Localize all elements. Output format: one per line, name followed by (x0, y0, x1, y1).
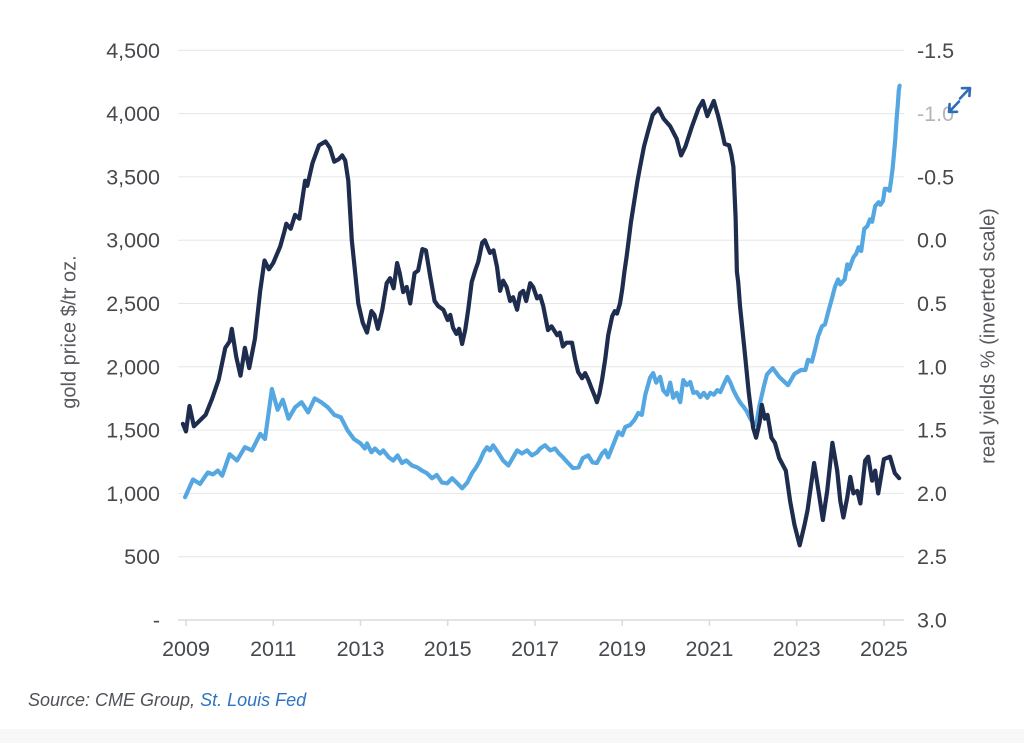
x-tick-label: 2025 (860, 637, 908, 661)
right-tick-label: 1.0 (917, 355, 947, 379)
x-tick-label: 2011 (250, 637, 296, 661)
source-text: Source: CME Group, (28, 690, 201, 710)
left-tick-label: 4,500 (106, 39, 160, 63)
right-tick-label: -1.5 (917, 39, 954, 63)
right-tick-label: 0.0 (917, 229, 947, 253)
left-tick-label: - (153, 609, 160, 633)
right-axis-ticks: -1.5 -1.0 -0.5 0.0 0.5 1.0 1.5 2.0 2.5 3.0 (917, 39, 954, 633)
left-tick-label: 500 (124, 545, 160, 569)
left-tick-label: 2,500 (106, 292, 160, 316)
x-tick-label: 2021 (685, 637, 733, 661)
left-axis-title: gold price $/tr oz. (58, 255, 81, 409)
x-axis-labels: 2009 2011 2013 2015 2017 2019 2021 2023 2025 (162, 637, 908, 661)
x-axis-ticks (185, 620, 885, 626)
right-tick-label: 0.5 (917, 292, 947, 316)
left-tick-label: 1,500 (106, 419, 160, 443)
x-tick-label: 2019 (598, 637, 646, 661)
x-tick-label: 2023 (773, 637, 821, 661)
expand-arrows-icon[interactable] (947, 86, 972, 114)
right-tick-label: 1.5 (917, 419, 947, 443)
left-tick-label: 4,000 (106, 102, 160, 126)
source-note: Source: CME Group, St. Louis Fed (28, 690, 306, 711)
left-axis-ticks: 4,500 4,000 3,500 3,000 2,500 2,000 1,500 1,000… (106, 39, 160, 633)
gold-price-line (183, 83, 902, 500)
right-tick-label: 3.0 (917, 609, 947, 633)
right-tick-label: -1.0 (917, 102, 954, 126)
real-yields-line (180, 98, 902, 548)
x-tick-label: 2017 (511, 637, 559, 661)
x-tick-label: 2009 (162, 637, 210, 661)
x-tick-label: 2015 (424, 637, 472, 661)
footer-bar (0, 729, 1024, 743)
left-tick-label: 3,500 (106, 165, 160, 189)
right-axis-title: real yields % (inverted scale) (977, 208, 1000, 464)
right-tick-label: 2.0 (917, 482, 947, 506)
left-tick-label: 2,000 (106, 355, 160, 379)
left-tick-label: 1,000 (106, 482, 160, 506)
series-lines (180, 83, 902, 548)
left-tick-label: 3,000 (106, 229, 160, 253)
source-link[interactable]: St. Louis Fed (200, 690, 307, 710)
right-tick-label: -0.5 (917, 165, 954, 189)
right-tick-label: 2.5 (917, 545, 947, 569)
x-tick-label: 2013 (337, 637, 385, 661)
